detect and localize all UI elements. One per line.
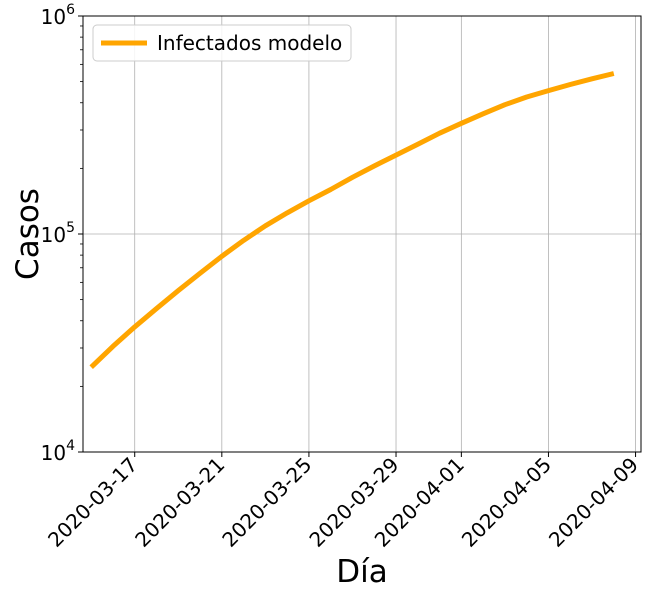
x-tick-label: 2020-03-25	[217, 453, 316, 552]
x-tick-label: 2020-03-17	[43, 453, 142, 552]
x-tick-label: 2020-04-05	[457, 453, 556, 552]
y-tick-label: 105	[41, 220, 75, 247]
y-tick-label: 106	[41, 2, 75, 29]
grid	[83, 16, 641, 452]
ticks: 2020-03-172020-03-212020-03-252020-03-29…	[41, 2, 643, 552]
series-line	[89, 71, 615, 370]
series-layer	[89, 71, 615, 370]
x-tick-label: 2020-03-21	[130, 453, 229, 552]
legend-box	[92, 24, 352, 62]
legend-label: Infectados modelo	[157, 31, 342, 55]
legend: Infectados modelo	[92, 24, 352, 62]
y-tick-label: 104	[41, 438, 75, 465]
x-tick-label: 2020-04-09	[544, 453, 643, 552]
x-axis-title: Día	[336, 554, 387, 590]
y-axis-title: Casos	[10, 188, 46, 280]
